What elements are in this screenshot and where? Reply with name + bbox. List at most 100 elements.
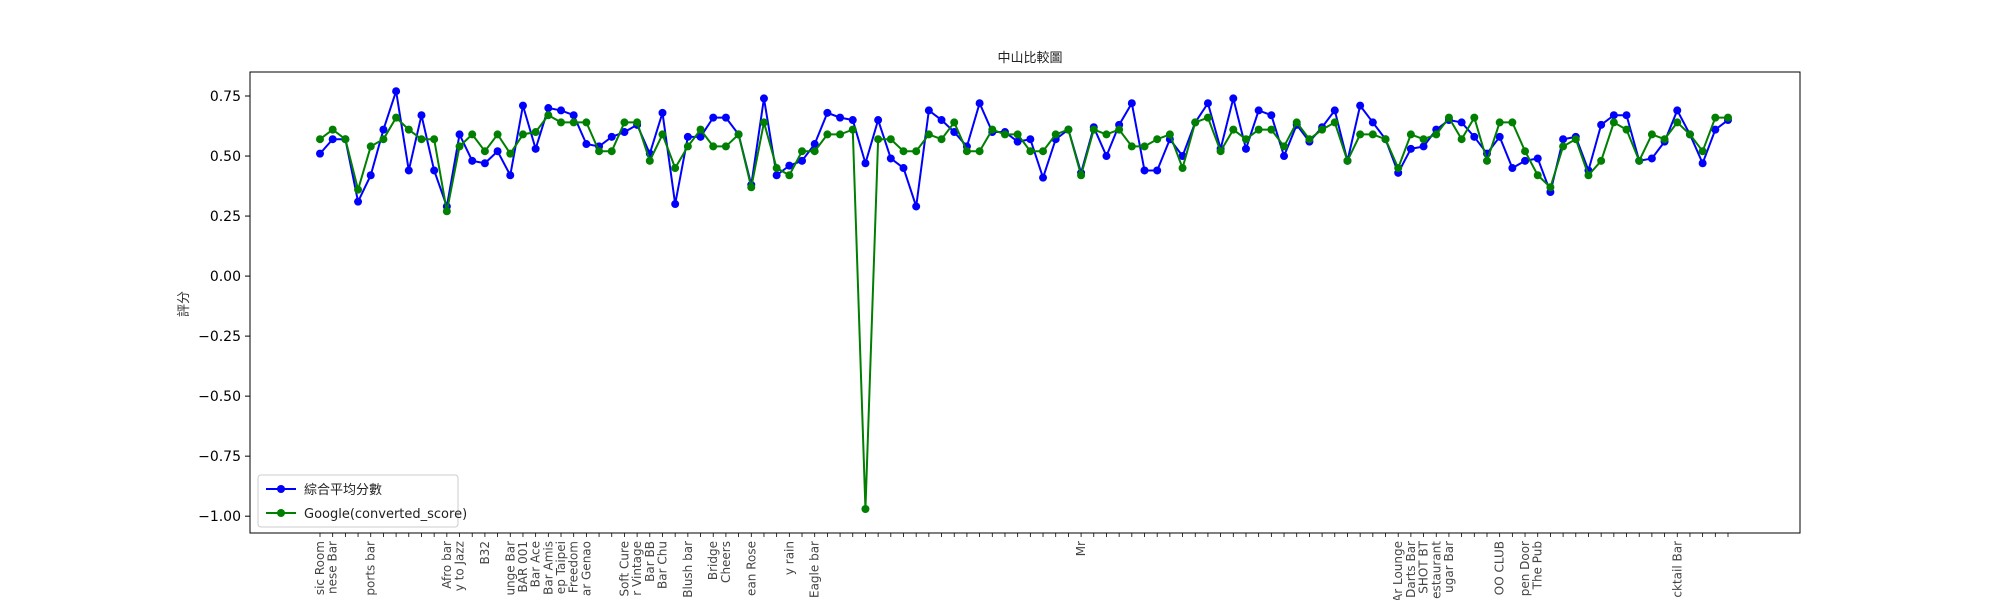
x-tick-label: unge Bar xyxy=(503,541,517,596)
data-point xyxy=(1191,118,1200,127)
data-point xyxy=(861,504,870,513)
data-point xyxy=(354,197,363,206)
x-tick-label: Soft Cure xyxy=(617,541,631,597)
data-point xyxy=(1203,113,1212,122)
y-tick-label: 0.00 xyxy=(210,269,241,285)
data-point xyxy=(1013,130,1022,139)
data-point xyxy=(1318,125,1327,134)
data-point xyxy=(1102,152,1111,161)
data-point xyxy=(1368,130,1377,139)
data-point xyxy=(1051,130,1060,139)
x-tick-label: ports bar xyxy=(364,541,378,596)
data-point xyxy=(480,159,489,168)
x-tick-label: ep Taipei xyxy=(554,541,568,594)
data-point xyxy=(1394,164,1403,173)
x-tick-label: Bar Ace xyxy=(529,541,543,587)
data-point xyxy=(1077,171,1086,180)
x-tick-label: ugar Bar xyxy=(1442,541,1456,593)
data-point xyxy=(1000,130,1009,139)
data-point xyxy=(874,135,883,144)
data-point xyxy=(531,128,540,137)
data-point xyxy=(569,111,578,120)
data-point xyxy=(950,118,959,127)
data-point xyxy=(1521,156,1530,165)
x-tick-label: Freedom xyxy=(567,541,581,593)
y-axis-label: 評分 xyxy=(177,291,192,317)
data-point xyxy=(937,135,946,144)
data-point xyxy=(1305,135,1314,144)
data-point xyxy=(899,147,908,156)
data-point xyxy=(366,171,375,180)
data-point xyxy=(633,118,642,127)
data-point xyxy=(810,140,819,149)
data-point xyxy=(823,130,832,139)
data-point xyxy=(1368,118,1377,127)
data-point xyxy=(924,106,933,115)
data-point xyxy=(1559,135,1568,144)
data-point xyxy=(1406,130,1415,139)
data-point xyxy=(1432,130,1441,139)
legend: 綜合平均分數 Google(converted_score) xyxy=(257,474,467,528)
y-axis: 0.75 0.50 0.25 0.00 −0.25 −0.50 −0.75 −1.00 xyxy=(198,89,250,525)
data-point xyxy=(493,130,502,139)
data-point xyxy=(772,171,781,180)
data-point xyxy=(1254,125,1263,134)
data-point xyxy=(836,113,845,122)
data-point xyxy=(1470,132,1479,141)
data-point xyxy=(848,116,857,125)
series-line xyxy=(319,90,1729,211)
data-point xyxy=(1330,118,1339,127)
x-tick-label: Mr xyxy=(1074,541,1088,556)
y-tick-label: 0.75 xyxy=(210,89,241,105)
data-point xyxy=(1026,147,1035,156)
chart-title: 中山比較圖 xyxy=(997,51,1062,66)
legend-box xyxy=(257,474,459,528)
x-tick-label: y to Jazz xyxy=(453,541,467,591)
data-point xyxy=(480,147,489,156)
data-point xyxy=(962,147,971,156)
data-point xyxy=(671,164,680,173)
legend-marker-series-1 xyxy=(277,485,285,493)
x-tick-label: ar Genao xyxy=(579,541,593,596)
data-point xyxy=(1609,118,1618,127)
data-point xyxy=(1521,147,1530,156)
data-point xyxy=(683,132,692,141)
y-tick-label: 0.25 xyxy=(210,209,241,225)
data-point xyxy=(1039,173,1048,182)
data-point xyxy=(1127,142,1136,151)
data-point xyxy=(366,142,375,151)
data-point xyxy=(1685,130,1694,139)
data-point xyxy=(1115,125,1124,134)
data-point xyxy=(1267,125,1276,134)
x-tick-label: Bridge xyxy=(706,541,720,580)
x-tick-label: OO CLUB xyxy=(1493,541,1507,595)
data-point xyxy=(1127,99,1136,108)
data-point xyxy=(1064,125,1073,134)
data-point xyxy=(899,164,908,173)
data-point xyxy=(1229,94,1238,103)
data-point xyxy=(1647,154,1656,163)
x-tick-label: Bar Chu xyxy=(655,541,669,589)
data-point xyxy=(1419,142,1428,151)
data-point xyxy=(1280,142,1289,151)
data-point xyxy=(1597,156,1606,165)
data-point xyxy=(772,164,781,173)
x-tick-label: Darts Bar xyxy=(1404,541,1418,598)
data-point xyxy=(1660,135,1669,144)
x-tick-label: Ar Lounge xyxy=(1391,541,1405,600)
y-tick-label: −1.00 xyxy=(198,509,241,525)
data-point xyxy=(544,104,553,113)
data-point xyxy=(912,147,921,156)
data-point xyxy=(721,142,730,151)
data-point xyxy=(1140,142,1149,151)
y-tick-label: −0.50 xyxy=(198,389,241,405)
y-tick-label: −0.25 xyxy=(198,329,241,345)
data-point xyxy=(798,147,807,156)
data-point xyxy=(975,99,984,108)
data-point xyxy=(1508,118,1517,127)
data-point xyxy=(1495,118,1504,127)
data-point xyxy=(455,142,464,151)
x-tick-label: y rain xyxy=(782,541,796,575)
data-point xyxy=(417,135,426,144)
x-tick-label: SHOT BT xyxy=(1417,540,1431,593)
